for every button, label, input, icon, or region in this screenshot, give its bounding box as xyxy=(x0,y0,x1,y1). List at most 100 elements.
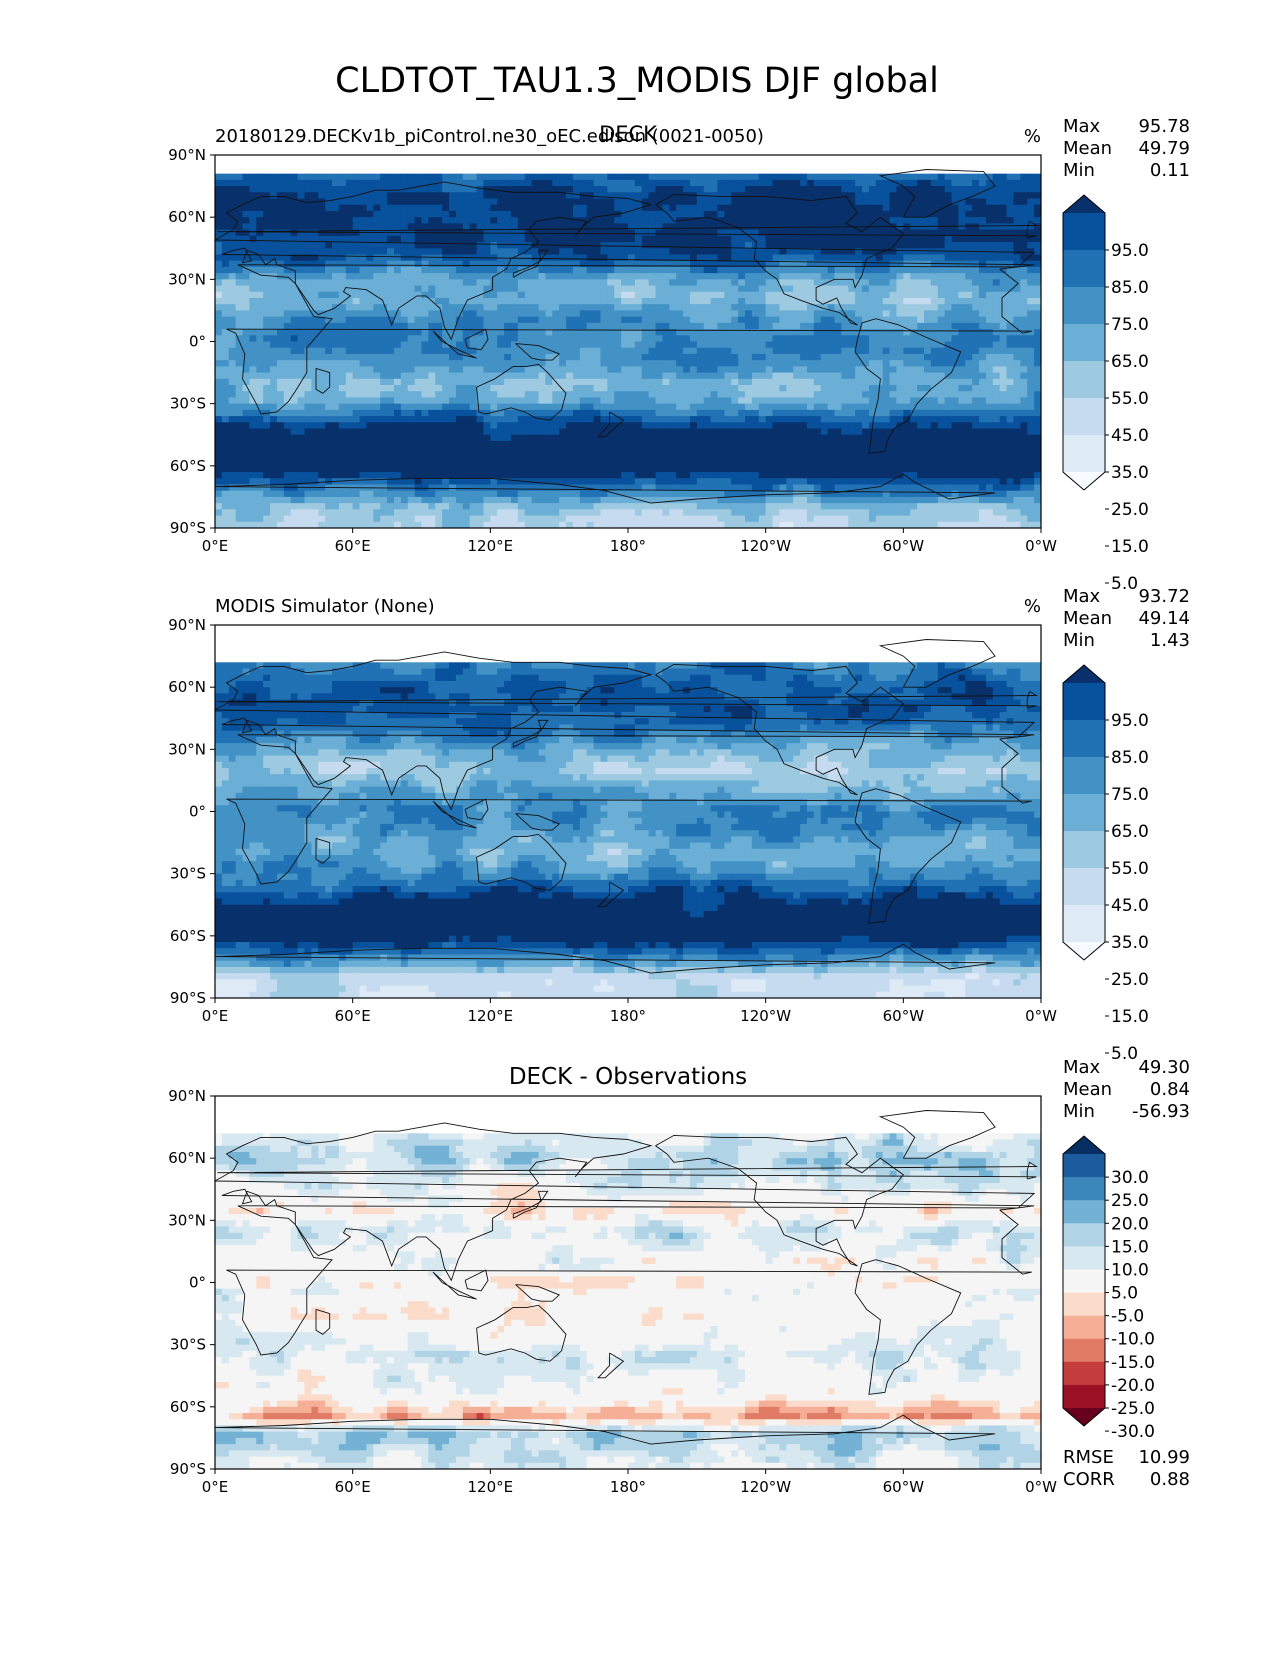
map-cell xyxy=(773,342,780,349)
map-cell xyxy=(848,254,855,261)
map-cell xyxy=(587,273,594,280)
map-cell xyxy=(1013,422,1020,429)
map-cell xyxy=(835,242,842,249)
map-cell xyxy=(256,267,263,274)
map-cell xyxy=(821,373,828,380)
map-cell xyxy=(656,236,663,243)
map-cell xyxy=(408,211,415,218)
map-cell xyxy=(380,317,387,324)
map-cell xyxy=(793,335,800,342)
map-cell xyxy=(862,304,869,311)
map-cell xyxy=(353,422,360,429)
map-cell xyxy=(504,199,511,206)
map-cell xyxy=(800,223,807,230)
map-cell xyxy=(662,192,669,199)
map-cell xyxy=(490,248,497,255)
map-cell xyxy=(263,348,270,355)
map-cell xyxy=(938,254,945,261)
map-cell xyxy=(931,223,938,230)
map-cell xyxy=(394,404,401,411)
map-cell xyxy=(1020,422,1027,429)
map-cell xyxy=(311,429,318,436)
map-cell xyxy=(483,205,490,212)
map-cell xyxy=(463,273,470,280)
map-cell xyxy=(924,329,931,336)
map-cell xyxy=(594,391,601,398)
map-cell xyxy=(1020,310,1027,317)
map-cell xyxy=(511,292,518,299)
map-cell xyxy=(532,422,539,429)
map-cell xyxy=(229,317,236,324)
map-cell xyxy=(890,199,897,206)
map-cell xyxy=(669,410,676,417)
map-cell xyxy=(821,379,828,386)
map-cell xyxy=(862,342,869,349)
map-cell xyxy=(539,236,546,243)
map-cell xyxy=(855,192,862,199)
map-cell xyxy=(697,223,704,230)
map-cell xyxy=(580,404,587,411)
map-cell xyxy=(965,304,972,311)
map-cell xyxy=(738,267,745,274)
map-cell xyxy=(339,174,346,181)
map-cell xyxy=(387,261,394,268)
map-cell xyxy=(993,410,1000,417)
map-cell xyxy=(855,199,862,206)
map-cell xyxy=(910,242,917,249)
map-cell xyxy=(229,180,236,187)
map-cell xyxy=(483,279,490,286)
map-cell xyxy=(566,180,573,187)
map-cell xyxy=(958,192,965,199)
map-cell xyxy=(786,236,793,243)
map-cell xyxy=(304,242,311,249)
map-cell xyxy=(1027,385,1034,392)
map-cell xyxy=(497,310,504,317)
map-cell xyxy=(360,223,367,230)
map-cell xyxy=(580,397,587,404)
map-cell xyxy=(249,385,256,392)
map-cell xyxy=(938,279,945,286)
map-cell xyxy=(366,286,373,293)
map-cell xyxy=(318,261,325,268)
map-cell xyxy=(442,205,449,212)
map-cell xyxy=(814,273,821,280)
map-cell xyxy=(642,317,649,324)
map-cell xyxy=(724,391,731,398)
map-cell xyxy=(559,310,566,317)
map-cell xyxy=(642,429,649,436)
map-cell xyxy=(380,236,387,243)
figure-title: CLDTOT_TAU1.3_MODIS DJF global xyxy=(335,61,939,101)
map-cell xyxy=(401,180,408,187)
map-cell xyxy=(697,298,704,305)
map-cell xyxy=(738,397,745,404)
map-cell xyxy=(690,273,697,280)
map-cell xyxy=(435,223,442,230)
map-cell xyxy=(979,416,986,423)
map-cell xyxy=(697,292,704,299)
map-cell xyxy=(683,286,690,293)
map-cell xyxy=(1013,317,1020,324)
map-cell xyxy=(428,385,435,392)
map-cell xyxy=(896,335,903,342)
map-cell xyxy=(415,317,422,324)
map-cell xyxy=(814,379,821,386)
map-cell xyxy=(662,373,669,380)
map-cell xyxy=(924,342,931,349)
map-cell xyxy=(807,329,814,336)
map-cell xyxy=(394,416,401,423)
map-cell xyxy=(291,180,298,187)
map-cell xyxy=(649,422,656,429)
map-cell xyxy=(456,397,463,404)
map-cell xyxy=(325,205,332,212)
map-cell xyxy=(408,416,415,423)
map-cell xyxy=(346,223,353,230)
map-cell xyxy=(270,211,277,218)
map-cell xyxy=(621,298,628,305)
map-cell xyxy=(422,286,429,293)
map-cell xyxy=(587,379,594,386)
map-cell xyxy=(1027,354,1034,361)
map-cell xyxy=(298,273,305,280)
map-cell xyxy=(828,174,835,181)
map-cell xyxy=(766,279,773,286)
map-cell xyxy=(656,385,663,392)
